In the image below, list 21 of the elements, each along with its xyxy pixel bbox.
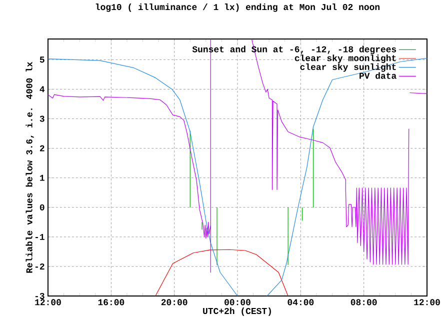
y-tick-label: -3 (35, 292, 44, 300)
y-tick-label: 3 (40, 116, 44, 122)
y-tick-label: 2 (40, 145, 44, 152)
x-tick-label: 00:00 (224, 299, 250, 306)
x-tick-label: 04:00 (288, 299, 314, 306)
x-tick-label: 08:00 (350, 299, 377, 306)
legend-label: clear sky moonlight (294, 54, 396, 63)
y-tick-label: 5 (40, 56, 44, 63)
y-tick-label: 0 (40, 204, 44, 210)
x-tick-label: 20:00 (161, 299, 188, 306)
x-tick-label: 12:00 (35, 299, 61, 306)
chart-title: log10 ( illuminance / 1 lx) ending at Mon Jul 02 noon (96, 4, 380, 12)
y-tick-label: -1 (35, 234, 44, 240)
x-tick-label: 12:00 (414, 299, 440, 306)
x-tick-label: 16:00 (98, 299, 124, 306)
y-tick-label: 1 (40, 174, 44, 181)
y-tick-label: -2 (35, 263, 44, 270)
y-axis-title: Reliable values below 3.6, i.e. 4000 lx (26, 62, 34, 273)
y-tick-label: 4 (40, 86, 45, 92)
x-axis-title: UTC+2h (CEST) (203, 307, 271, 316)
legend-label: PV data (360, 72, 396, 79)
